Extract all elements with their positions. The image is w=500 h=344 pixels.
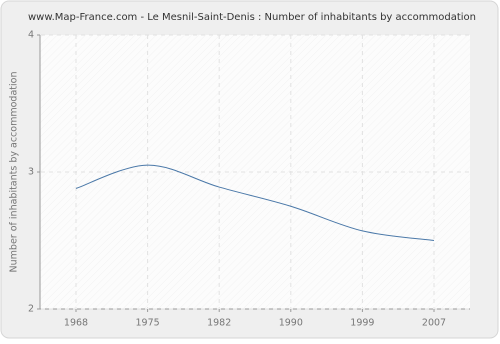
x-tick-label: 1999 — [350, 318, 374, 329]
data-line — [75, 164, 435, 241]
x-tick-label: 1990 — [279, 318, 303, 329]
plot-area — [40, 35, 470, 309]
x-tick-label: 1975 — [136, 318, 160, 329]
chart-title: www.Map-France.com - Le Mesnil-Saint-Den… — [28, 12, 476, 23]
y-tick-label: 4 — [28, 30, 34, 41]
y-tick-label: 2 — [28, 304, 34, 315]
y-axis-label: Number of inhabitants by accommodation — [9, 72, 20, 273]
x-tick-label: 1982 — [207, 318, 231, 329]
x-tick-label: 2007 — [422, 318, 446, 329]
y-tick-label: 3 — [28, 167, 34, 178]
x-tick-label: 1968 — [64, 318, 88, 329]
